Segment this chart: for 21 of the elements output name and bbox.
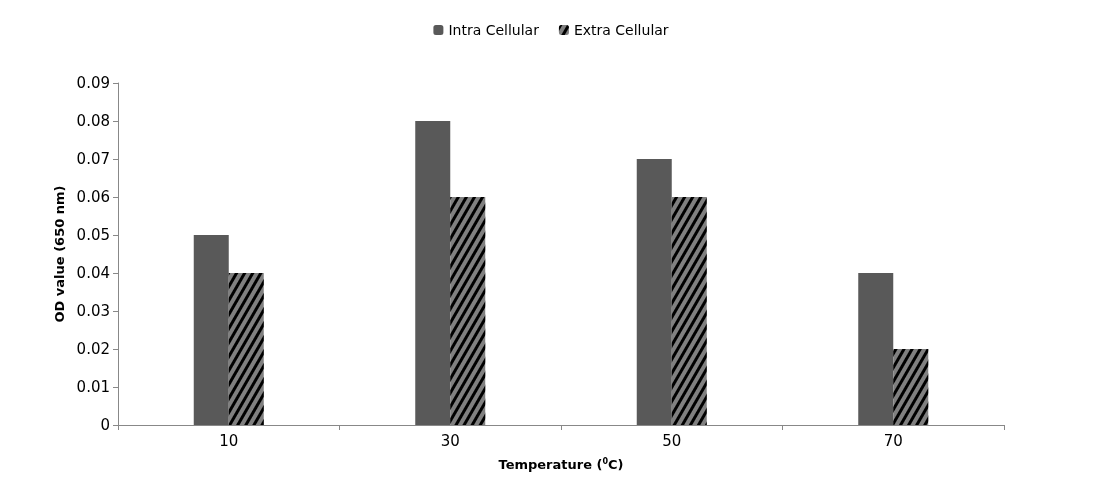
- y-tick-label: 0.08: [76, 112, 110, 130]
- y-tick-label: 0: [100, 416, 110, 434]
- legend-label: Extra Cellular: [573, 22, 669, 38]
- y-tick-label: 0.02: [76, 340, 110, 358]
- y-tick-label: 0.01: [76, 378, 110, 396]
- bar: [636, 159, 672, 425]
- y-tick-label: 0.04: [76, 264, 110, 282]
- x-tick-label: 10: [219, 431, 239, 450]
- y-axis-title: OD value (650 nm): [51, 185, 67, 323]
- y-tick-label: 0.09: [76, 74, 110, 92]
- x-tick-label: 30: [440, 431, 460, 450]
- y-tick-label: 0.06: [76, 188, 110, 206]
- bar: [193, 235, 229, 425]
- y-tick-label: 0.05: [76, 226, 110, 244]
- x-tick-label: 50: [662, 431, 682, 450]
- y-tick-label: 0.07: [76, 150, 110, 168]
- x-tick-label: 70: [883, 431, 903, 450]
- legend-label: Intra Cellular: [448, 22, 540, 38]
- bar: [415, 121, 451, 425]
- y-tick-label: 0.03: [76, 302, 110, 320]
- bar: [858, 273, 894, 425]
